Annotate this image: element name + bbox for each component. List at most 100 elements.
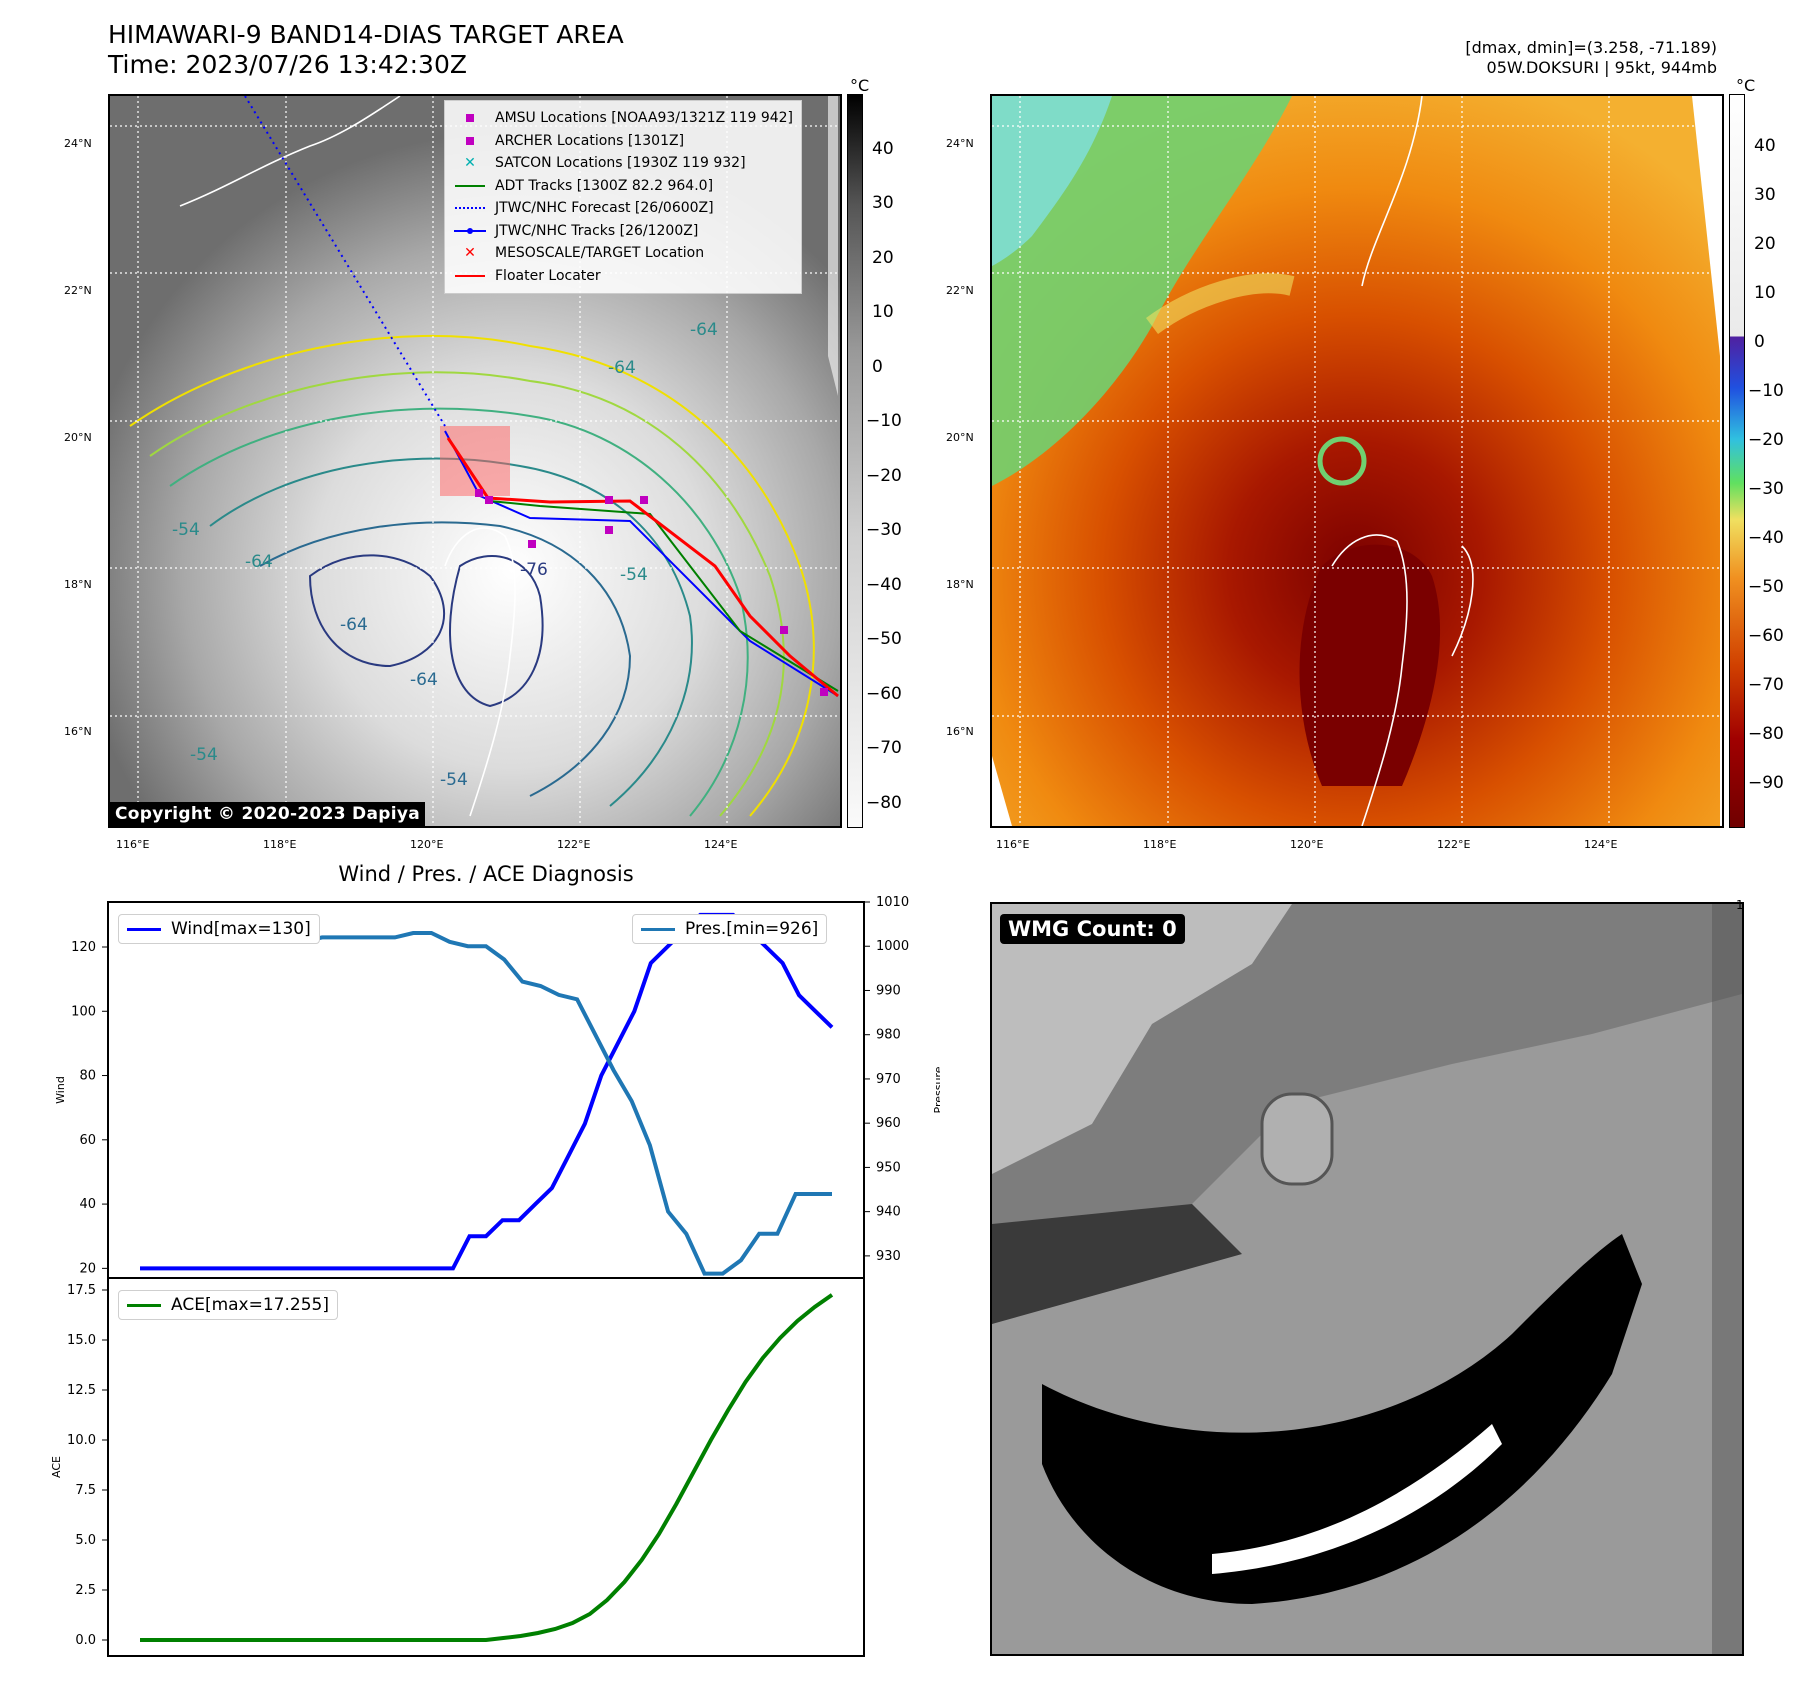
pressure-ytick-label: 930 xyxy=(876,1249,901,1264)
dotted-line-icon xyxy=(453,202,487,214)
wind-ytick-label: 60 xyxy=(79,1133,96,1148)
pressure-ytick-label: 960 xyxy=(876,1116,901,1131)
square-marker-icon xyxy=(453,112,487,124)
ace-plot-frame xyxy=(107,1277,865,1657)
legend-label: JTWC/NHC Tracks [26/1200Z] xyxy=(495,222,699,239)
right-map-panel xyxy=(990,94,1724,828)
jtwc-track xyxy=(444,430,839,697)
ace-legend-label: ACE[max=17.255] xyxy=(171,1295,329,1315)
legend-label: JTWC/NHC Forecast [26/0600Z] xyxy=(495,200,714,216)
line-icon xyxy=(453,180,487,192)
right-lon-tick: 120°E xyxy=(1290,838,1324,851)
contour-navy-core2 xyxy=(449,555,544,708)
left-lat-tick: 22°N xyxy=(64,284,92,297)
pressure-ytick-label: 1010 xyxy=(876,895,909,910)
wind-ytick-label: 40 xyxy=(79,1197,96,1212)
wind-ytick-label: 100 xyxy=(71,1004,96,1019)
right-lon-tick: 124°E xyxy=(1584,838,1618,851)
copyright-label: Copyright © 2020-2023 Dapiya xyxy=(110,802,425,826)
left-colorbar-tick: −20 xyxy=(866,466,902,486)
coastline-island xyxy=(1451,545,1474,657)
left-lat-tick: 20°N xyxy=(64,431,92,444)
page-subtitle-time: Time: 2023/07/26 13:42:30Z xyxy=(108,50,467,79)
eye-ring xyxy=(1317,436,1367,486)
wind-legend-label: Wind[max=130] xyxy=(171,919,311,939)
right-colorbar-tick: 10 xyxy=(1754,283,1776,303)
right-colorbar-tick: −90 xyxy=(1748,773,1784,793)
left-colorbar-tick: 20 xyxy=(872,248,894,268)
pressure-ytick-label: 990 xyxy=(876,983,901,998)
legend-item: JTWC/NHC Tracks [26/1200Z] xyxy=(453,220,793,243)
right-lat-tick: 22°N xyxy=(946,284,974,297)
contour-steel xyxy=(259,521,632,797)
left-lon-tick: 118°E xyxy=(263,838,297,851)
jtwc-forecast-track xyxy=(244,96,446,427)
left-colorbar-tick: 10 xyxy=(872,302,894,322)
contour-label: -76 xyxy=(520,560,548,580)
right-lat-tick: 20°N xyxy=(946,431,974,444)
cool-cyan-region xyxy=(992,96,1112,266)
steelblue-line-icon xyxy=(641,927,675,931)
microwave-panel xyxy=(990,902,1744,1656)
left-lat-tick: 24°N xyxy=(64,137,92,150)
right-colorbar-tick: 0 xyxy=(1754,332,1765,352)
eye-feature xyxy=(1260,1092,1334,1186)
left-colorbar-tick: −40 xyxy=(866,575,902,595)
wp-plot-frame xyxy=(107,901,865,1279)
right-lon-tick: 122°E xyxy=(1437,838,1471,851)
legend-item: JTWC/NHC Forecast [26/0600Z] xyxy=(453,197,793,220)
pressure-axis-label: Pressure xyxy=(932,1066,940,1113)
left-colorbar-tick: 40 xyxy=(872,139,894,159)
amsu-markers xyxy=(475,489,828,696)
legend-label: Floater Locater xyxy=(495,267,601,284)
legend-label: MESOSCALE/TARGET Location xyxy=(495,245,705,261)
right-colorbar-tick: −40 xyxy=(1748,528,1784,548)
right-lat-tick: 16°N xyxy=(946,725,974,738)
legend-item: ✕ SATCON Locations [1930Z 119 932] xyxy=(453,152,793,175)
pressure-series-line xyxy=(140,931,832,1276)
wmg-count-badge: WMG Count: 0 xyxy=(1000,914,1185,944)
wind-ytick-label: 80 xyxy=(79,1069,96,1084)
contour-lightgreen xyxy=(149,371,785,817)
pressure-ytick-label: 980 xyxy=(876,1028,901,1043)
ace-ytick-label: 10.0 xyxy=(67,1433,96,1448)
legend-item: Floater Locater xyxy=(453,265,793,288)
right-colorbar-tick: −70 xyxy=(1748,675,1784,695)
right-colorbar-tick: −20 xyxy=(1748,430,1784,450)
right-lat-tick: 18°N xyxy=(946,578,974,591)
left-colorbar-unit: °C xyxy=(850,76,870,95)
left-lon-tick: 122°E xyxy=(557,838,591,851)
target-area-box xyxy=(440,426,510,496)
right-colorbar-unit: °C xyxy=(1736,76,1756,95)
square-marker-icon xyxy=(453,135,487,147)
legend-label: ADT Tracks [1300Z 82.2 964.0] xyxy=(495,177,714,194)
ace-axis-label: ACE xyxy=(50,1456,63,1478)
pressure-ytick-label: 970 xyxy=(876,1072,901,1087)
right-gridlines xyxy=(992,96,1722,826)
green-line-icon xyxy=(127,1303,161,1307)
right-lat-tick: 24°N xyxy=(946,137,974,150)
left-lat-tick: 16°N xyxy=(64,725,92,738)
wind-legend: Wind[max=130] xyxy=(118,914,320,944)
left-lon-tick: 124°E xyxy=(704,838,738,851)
dot-line-icon xyxy=(453,225,487,237)
storm-info-text: 05W.DOKSURI | 95kt, 944mb xyxy=(1486,58,1717,77)
pressure-legend: Pres.[min=926] xyxy=(632,914,828,944)
contour-navy-core xyxy=(308,554,446,668)
left-lon-tick: 116°E xyxy=(116,838,150,851)
floater-track xyxy=(446,437,839,698)
cloud-band xyxy=(1146,273,1295,335)
contour-label: -54 xyxy=(190,745,218,765)
left-lon-tick: 120°E xyxy=(410,838,444,851)
line-icon xyxy=(453,270,487,282)
right-colorbar-tick: −50 xyxy=(1748,577,1784,597)
ace-legend: ACE[max=17.255] xyxy=(118,1290,338,1320)
legend-item: ARCHER Locations [1301Z] xyxy=(453,130,793,153)
right-colorbar-tick: −60 xyxy=(1748,626,1784,646)
contour-label: -64 xyxy=(340,615,368,635)
dark-band xyxy=(992,1204,1242,1324)
ace-ytick-label: 17.5 xyxy=(67,1283,96,1298)
left-colorbar xyxy=(847,94,863,828)
right-map-svg xyxy=(992,96,1722,826)
diagnosis-chart-title: Wind / Pres. / ACE Diagnosis xyxy=(338,862,634,886)
